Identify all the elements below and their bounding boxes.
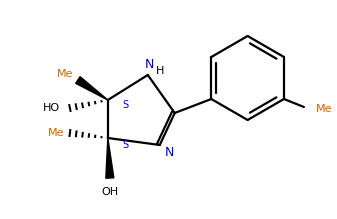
Text: OH: OH — [101, 187, 118, 197]
Text: Me: Me — [48, 128, 64, 138]
Text: Me: Me — [316, 104, 332, 114]
Polygon shape — [106, 138, 114, 178]
Text: S: S — [123, 100, 129, 110]
Text: Me: Me — [57, 69, 73, 79]
Text: N: N — [145, 58, 154, 71]
Text: S: S — [123, 140, 129, 150]
Text: H: H — [156, 66, 164, 76]
Polygon shape — [76, 77, 108, 100]
Text: N: N — [165, 147, 175, 159]
Text: HO: HO — [43, 103, 60, 113]
